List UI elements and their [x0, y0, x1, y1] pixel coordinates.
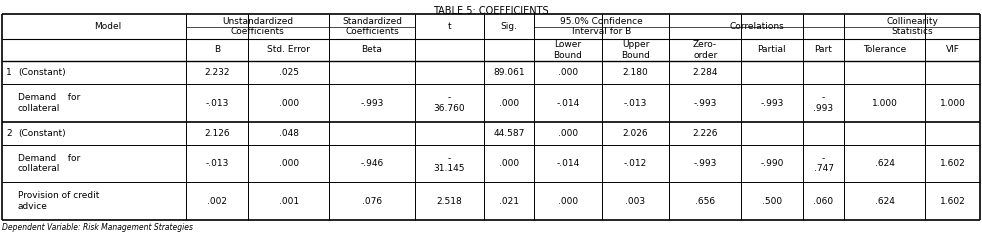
Text: 44.587: 44.587 — [493, 129, 524, 138]
Text: TABLE 5: COEFFICIENTS: TABLE 5: COEFFICIENTS — [433, 6, 549, 16]
Text: .001: .001 — [279, 197, 299, 206]
Text: 2: 2 — [6, 129, 12, 138]
Text: 1.000: 1.000 — [872, 98, 898, 108]
Text: t: t — [448, 22, 451, 31]
Text: Model: Model — [94, 22, 122, 31]
Text: .002: .002 — [207, 197, 228, 206]
Text: Correlations: Correlations — [730, 22, 785, 31]
Text: 2.284: 2.284 — [692, 68, 718, 77]
Text: 2.518: 2.518 — [436, 197, 463, 206]
Text: -.014: -.014 — [556, 98, 579, 108]
Text: Dependent Variable: Risk Management Strategies: Dependent Variable: Risk Management Stra… — [2, 223, 193, 232]
Text: Part: Part — [815, 45, 833, 54]
Text: .624: .624 — [875, 159, 895, 168]
Text: .000: .000 — [499, 98, 518, 108]
Text: .025: .025 — [279, 68, 299, 77]
Text: .000: .000 — [558, 129, 577, 138]
Text: B: B — [214, 45, 220, 54]
Text: -
.747: - .747 — [813, 154, 834, 173]
Text: -.946: -.946 — [360, 159, 384, 168]
Text: 1.602: 1.602 — [940, 159, 965, 168]
Text: Tolerance: Tolerance — [863, 45, 906, 54]
Text: .048: .048 — [279, 129, 299, 138]
Text: 2.232: 2.232 — [204, 68, 230, 77]
Text: -.013: -.013 — [205, 98, 229, 108]
Text: 2.126: 2.126 — [204, 129, 230, 138]
Text: -.014: -.014 — [556, 159, 579, 168]
Text: 95.0% Confidence
Interval for B: 95.0% Confidence Interval for B — [561, 16, 643, 36]
Text: Zero-
order: Zero- order — [693, 40, 717, 60]
Text: .000: .000 — [558, 68, 577, 77]
Text: -
36.760: - 36.760 — [433, 93, 465, 113]
Text: Provision of credit
advice: Provision of credit advice — [18, 191, 99, 211]
Text: Standardized
Coefficients: Standardized Coefficients — [342, 16, 402, 36]
Text: .656: .656 — [695, 197, 715, 206]
Text: .003: .003 — [626, 197, 645, 206]
Text: .021: .021 — [499, 197, 518, 206]
Text: -.012: -.012 — [624, 159, 647, 168]
Text: .076: .076 — [362, 197, 382, 206]
Text: .500: .500 — [762, 197, 782, 206]
Text: Std. Error: Std. Error — [267, 45, 310, 54]
Text: -
.993: - .993 — [813, 93, 834, 113]
Text: -.990: -.990 — [760, 159, 784, 168]
Text: .624: .624 — [875, 197, 895, 206]
Text: Partial: Partial — [757, 45, 787, 54]
Text: .000: .000 — [558, 197, 577, 206]
Text: (Constant): (Constant) — [18, 68, 66, 77]
Text: Lower
Bound: Lower Bound — [553, 40, 582, 60]
Text: .000: .000 — [279, 98, 299, 108]
Text: .000: .000 — [499, 159, 518, 168]
Text: 1.602: 1.602 — [940, 197, 965, 206]
Text: 1.000: 1.000 — [940, 98, 965, 108]
Text: 2.026: 2.026 — [623, 129, 648, 138]
Text: Upper
Bound: Upper Bound — [622, 40, 650, 60]
Text: -
31.145: - 31.145 — [434, 154, 465, 173]
Text: -.013: -.013 — [205, 159, 229, 168]
Text: Collinearity
Statistics: Collinearity Statistics — [886, 16, 938, 36]
Text: 89.061: 89.061 — [493, 68, 524, 77]
Text: .000: .000 — [279, 159, 299, 168]
Text: 2.180: 2.180 — [623, 68, 648, 77]
Text: -.993: -.993 — [760, 98, 784, 108]
Text: -.013: -.013 — [624, 98, 647, 108]
Text: Sig.: Sig. — [501, 22, 518, 31]
Text: Beta: Beta — [361, 45, 382, 54]
Text: 1: 1 — [6, 68, 12, 77]
Text: Unstandardized
Coefficients: Unstandardized Coefficients — [222, 16, 294, 36]
Text: 2.226: 2.226 — [692, 129, 718, 138]
Text: -.993: -.993 — [693, 98, 717, 108]
Text: Demand    for
collateral: Demand for collateral — [18, 154, 81, 173]
Text: -.993: -.993 — [693, 159, 717, 168]
Text: VIF: VIF — [946, 45, 959, 54]
Text: -.993: -.993 — [360, 98, 384, 108]
Text: Demand    for
collateral: Demand for collateral — [18, 93, 81, 113]
Text: (Constant): (Constant) — [18, 129, 66, 138]
Text: .060: .060 — [813, 197, 834, 206]
